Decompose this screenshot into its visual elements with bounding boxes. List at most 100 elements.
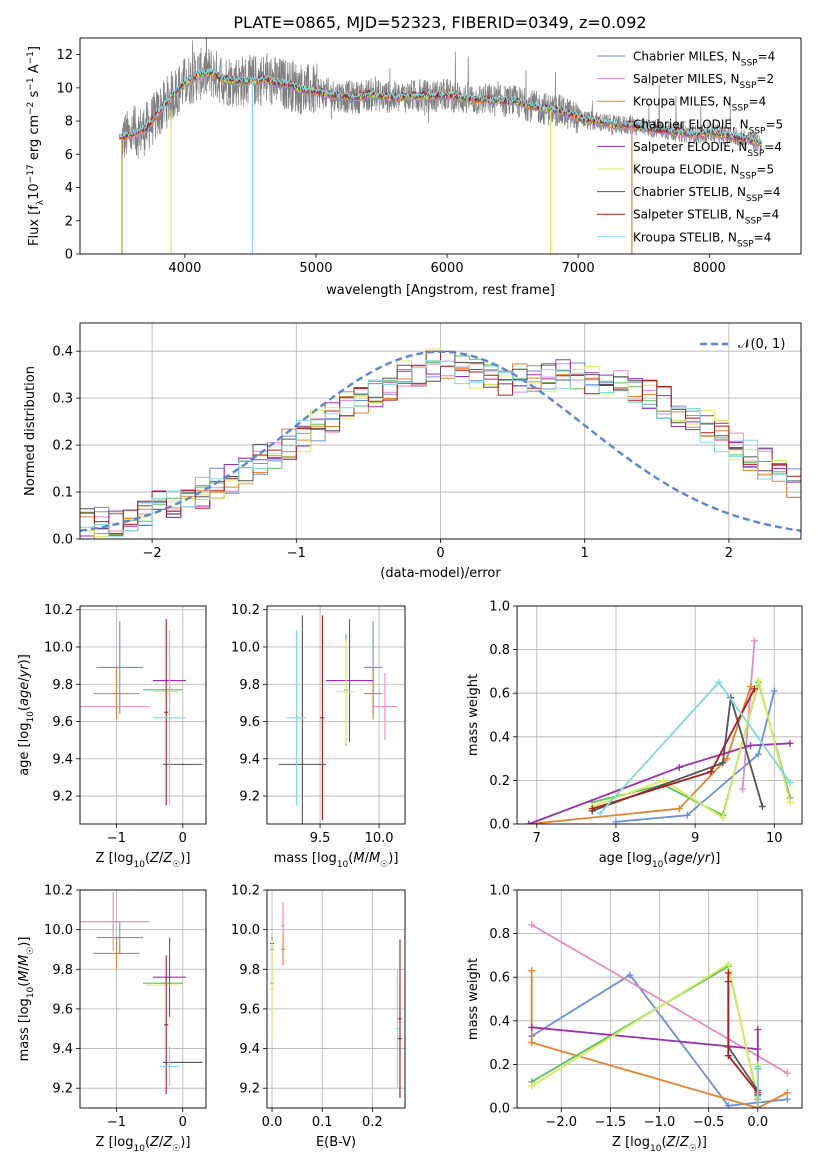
y-tick-label: 9.2 xyxy=(52,1082,73,1097)
y-tick-label: 0.1 xyxy=(52,486,73,501)
legend-label: Salpeter ELODIE, NSSP=4 xyxy=(633,140,782,159)
histogram-step-chabrier-miles xyxy=(80,360,801,539)
weight-series-chabrier-stelib xyxy=(591,697,764,812)
y-tick-label: 10.2 xyxy=(231,884,260,899)
y-tick-label: 9.4 xyxy=(239,752,260,767)
y-tick-label: 9.8 xyxy=(52,678,73,693)
x-axis-label: Z [log10(Z/Z☉)] xyxy=(612,1135,707,1154)
y-tick-label: 9.2 xyxy=(239,790,260,805)
weight-marker xyxy=(783,1095,791,1103)
x-axis-label: E(B-V) xyxy=(316,1135,356,1150)
x-tick-label: 4000 xyxy=(168,261,201,276)
residual-histogram-panel: −2 −1 0 1 2 0.0 0.1 0.2 0.3 0.4 (data-model)/error… xyxy=(23,322,802,581)
axes-frame xyxy=(79,605,207,825)
legend-label: Kroupa ELODIE, NSSP=5 xyxy=(633,163,774,182)
histogram-step-salpeter-elodie xyxy=(80,359,801,537)
y-tick-label: 0.2 xyxy=(489,774,510,789)
weight-marker xyxy=(754,676,762,684)
gaussian-curve xyxy=(80,350,801,532)
histogram-step-kroupa-stelib xyxy=(80,360,801,537)
plot-area xyxy=(278,615,397,824)
weight-series-kroupa-elodie xyxy=(531,962,759,1102)
weight-marker xyxy=(659,776,667,784)
weight-marker xyxy=(588,805,596,813)
x-tick-label: 9.5 xyxy=(310,831,331,846)
weight-marker xyxy=(754,1104,762,1108)
x-tick-label: −0.5 xyxy=(693,1115,725,1130)
x-axis-label: mass [log10(M/M☉)] xyxy=(274,851,399,870)
weight-marker xyxy=(612,818,620,824)
weight-marker xyxy=(724,969,732,977)
x-axis-label: Z [log10(Z/Z☉)] xyxy=(96,1135,191,1154)
age-vs-metallicity-panel: −1 0 9.2 9.4 9.6 9.8 10.0 10.2 Z [log10(Z/Z☉)] ag… xyxy=(17,603,207,870)
weight-marker xyxy=(525,820,533,824)
weight-series-salpeter-elodie xyxy=(528,742,791,824)
x-tick-label: −1.5 xyxy=(595,1115,627,1130)
x-tick-label: −2.0 xyxy=(545,1115,577,1130)
y-tick-label: 0.4 xyxy=(489,1014,510,1029)
axes-frame xyxy=(516,889,803,1109)
x-tick-label: −2 xyxy=(143,546,162,561)
y-tick-label: 9.6 xyxy=(239,1002,260,1017)
x-axis-label: (data-model)/error xyxy=(380,566,501,581)
weight-series-kroupa-miles xyxy=(530,970,788,1108)
x-tick-label: −1 xyxy=(107,1115,126,1130)
y-tick-label: 0.3 xyxy=(52,392,73,407)
plot-area xyxy=(80,891,203,1095)
weight-marker xyxy=(528,1082,536,1090)
y-tick-label: 10.0 xyxy=(231,923,260,938)
x-tick-label: 1 xyxy=(581,546,589,561)
x-axis-label: wavelength [Angstrom, rest frame] xyxy=(326,283,555,298)
plot-area xyxy=(270,901,402,1099)
y-tick-label: 2 xyxy=(65,214,73,229)
weight-marker xyxy=(751,685,758,693)
y-axis-label: mass [log10(M/M☉)] xyxy=(17,937,36,1062)
y-tick-label: 10 xyxy=(56,81,73,96)
histogram-step-kroupa-miles xyxy=(80,360,801,535)
y-tick-label: 0.8 xyxy=(489,927,510,942)
y-tick-label: 0.0 xyxy=(489,1102,510,1117)
x-tick-label: 0 xyxy=(436,546,444,561)
x-tick-label: 8 xyxy=(612,831,620,846)
plot-area xyxy=(528,921,791,1108)
y-tick-label: 9.2 xyxy=(239,1082,260,1097)
y-axis-label: mass weight xyxy=(466,958,481,1040)
spectrum-panel: 4000 5000 6000 7000 8000 0 2 4 6 8 10 12 wavelength … xyxy=(26,37,802,298)
weight-series-chabrier-miles xyxy=(615,690,776,823)
weight-marker xyxy=(724,960,732,968)
histogram-step-kroupa-elodie xyxy=(80,348,801,537)
y-tick-label: 6 xyxy=(65,148,73,163)
x-tick-label: 10 xyxy=(766,831,783,846)
weight-marker xyxy=(528,921,536,929)
x-tick-label: −1 xyxy=(287,546,306,561)
weight-vs-age-panel: 7 8 9 10 0.0 0.2 0.4 0.6 0.8 1.0 age [log10(age/yr… xyxy=(466,600,803,870)
y-tick-label: 0.2 xyxy=(489,1058,510,1073)
mass-vs-metallicity-panel: −1 0 9.2 9.4 9.6 9.8 10.0 10.2 Z [log10(Z/Z☉)] ma… xyxy=(17,884,207,1154)
weight-marker xyxy=(754,1026,762,1034)
weight-marker xyxy=(724,1102,732,1108)
x-tick-label: 0.0 xyxy=(747,1115,768,1130)
legend-label: Kroupa STELIB, NSSP=4 xyxy=(633,230,771,249)
x-tick-label: 6000 xyxy=(431,261,464,276)
weight-marker xyxy=(770,687,778,695)
axes-frame xyxy=(266,889,406,1109)
weight-marker xyxy=(528,1039,536,1047)
model-line-kroupa-stelib xyxy=(118,67,762,145)
x-tick-label: 7 xyxy=(533,831,541,846)
weight-marker xyxy=(596,809,604,817)
y-tick-label: 12 xyxy=(56,48,73,63)
legend-label: Salpeter MILES, NSSP=2 xyxy=(633,72,774,91)
legend-label: Chabrier STELIB, NSSP=4 xyxy=(633,185,781,204)
plot-area xyxy=(80,348,801,539)
figure-title: PLATE=0865, MJD=52323, FIBERID=0349, z=0… xyxy=(233,13,646,32)
weight-marker xyxy=(747,683,755,691)
x-tick-label: 10.0 xyxy=(365,831,394,846)
legend-label: Chabrier MILES, NSSP=4 xyxy=(633,50,775,69)
weight-marker xyxy=(715,678,723,686)
weight-marker xyxy=(747,742,755,750)
axes-frame xyxy=(79,889,207,1109)
y-axis-label: mass weight xyxy=(466,674,481,756)
histogram-step-salpeter-stelib xyxy=(80,350,801,536)
mass-vs-ebv-panel: 0.0 0.1 0.2 9.2 9.4 9.6 9.8 10.0 10.2 E(B-V) xyxy=(231,884,406,1150)
y-tick-label: 0.2 xyxy=(52,439,73,454)
